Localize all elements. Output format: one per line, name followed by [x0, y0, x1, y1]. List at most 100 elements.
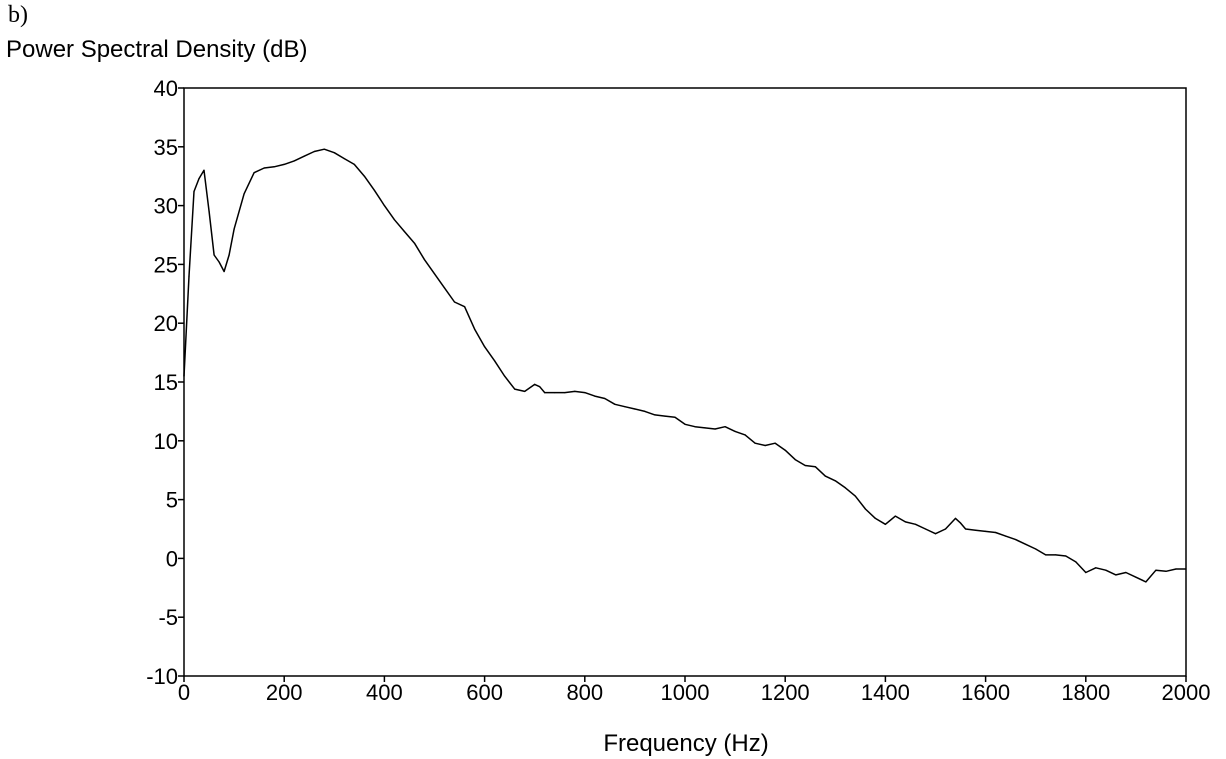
x-tick-label: 1200 — [761, 680, 810, 705]
data-point — [1015, 539, 1017, 541]
data-point — [188, 275, 190, 277]
data-point — [834, 480, 836, 482]
data-point — [1105, 569, 1107, 571]
data-point — [960, 522, 962, 524]
x-axis: 0 200 400 600 800 1000 1200 1400 1600 1800 2000 — [178, 676, 1210, 705]
data-point — [283, 163, 285, 165]
data-point — [1055, 554, 1057, 556]
data-point — [313, 150, 315, 153]
data-point — [814, 466, 816, 468]
data-point — [383, 205, 385, 207]
y-axis-title: Power Spectral Density (dB) — [6, 36, 307, 63]
data-point — [1155, 569, 1157, 571]
data-point — [1115, 574, 1117, 576]
y-tick-label: 10 — [154, 429, 178, 454]
data-point — [1095, 567, 1097, 569]
data-point — [494, 360, 496, 362]
data-point — [413, 242, 416, 244]
data-point — [534, 383, 536, 385]
data-point — [724, 426, 726, 428]
data-point — [474, 328, 476, 330]
data-point — [363, 175, 365, 177]
data-point — [484, 346, 486, 348]
data-point — [1125, 571, 1127, 574]
data-point — [504, 375, 506, 377]
data-point — [754, 442, 756, 444]
y-tick-label: 25 — [154, 252, 178, 277]
y-tick-label: -5 — [158, 605, 178, 630]
data-point — [1075, 561, 1077, 563]
data-point — [1065, 555, 1067, 557]
data-point — [403, 230, 405, 233]
data-point — [273, 166, 275, 168]
data-point — [544, 392, 546, 394]
series-line — [183, 148, 1186, 583]
data-point — [904, 521, 907, 523]
data-point — [684, 423, 686, 425]
data-point — [954, 517, 957, 520]
data-point — [664, 415, 666, 417]
data-point — [373, 189, 375, 191]
data-point — [624, 406, 626, 408]
data-point — [584, 392, 586, 394]
x-tick-label: 1600 — [961, 680, 1010, 705]
y-tick-label: 0 — [166, 546, 178, 571]
data-point — [393, 219, 395, 221]
data-point — [453, 301, 456, 303]
data-point — [884, 523, 887, 525]
data-point — [744, 434, 746, 436]
data-point — [353, 163, 355, 165]
x-tick-label: 1400 — [861, 680, 910, 705]
data-point — [293, 160, 295, 162]
data-point — [604, 397, 606, 400]
data-point — [634, 408, 636, 410]
data-point — [564, 392, 566, 394]
data-point — [734, 430, 736, 432]
data-point — [193, 190, 195, 193]
data-point — [844, 487, 846, 489]
data-point — [233, 228, 235, 230]
data-point — [183, 375, 185, 377]
y-tick-label: 35 — [154, 135, 178, 160]
data-point — [824, 475, 826, 477]
y-tick-label: 5 — [166, 488, 178, 513]
y-tick-label: -10 — [146, 664, 178, 689]
y-tick-label: 20 — [154, 311, 178, 336]
data-point — [323, 148, 325, 150]
x-tick-label: 200 — [266, 680, 303, 705]
x-tick-label: 400 — [366, 680, 403, 705]
data-point — [694, 426, 696, 428]
data-point — [854, 495, 856, 497]
plot-frame — [183, 87, 1187, 677]
data-point — [774, 442, 776, 444]
data-point — [208, 210, 210, 213]
data-point — [975, 529, 977, 531]
data-point — [934, 533, 937, 535]
data-point — [985, 530, 987, 533]
x-tick-label: 0 — [178, 680, 190, 705]
data-point — [784, 449, 786, 451]
data-point — [1135, 576, 1137, 578]
x-tick-label: 800 — [566, 680, 603, 705]
y-tick-label: 40 — [154, 76, 178, 101]
data-point — [965, 528, 967, 530]
data-point — [423, 259, 426, 261]
data-point — [524, 390, 526, 392]
y-axis: 40 35 30 25 20 15 10 5 0 -5 -10 — [146, 76, 184, 689]
data-point — [764, 444, 766, 447]
data-point — [874, 517, 877, 520]
data-point — [539, 386, 541, 388]
x-tick-label: 1800 — [1061, 680, 1110, 705]
data-point — [574, 390, 576, 392]
data-point — [704, 427, 706, 429]
data-point — [654, 414, 656, 416]
data-point — [514, 388, 516, 390]
data-point — [303, 155, 305, 157]
data-point — [914, 523, 917, 525]
data-point — [1035, 548, 1037, 550]
data-point — [594, 395, 596, 397]
x-tick-label: 600 — [466, 680, 503, 705]
data-point — [253, 172, 255, 174]
data-point — [203, 169, 205, 171]
